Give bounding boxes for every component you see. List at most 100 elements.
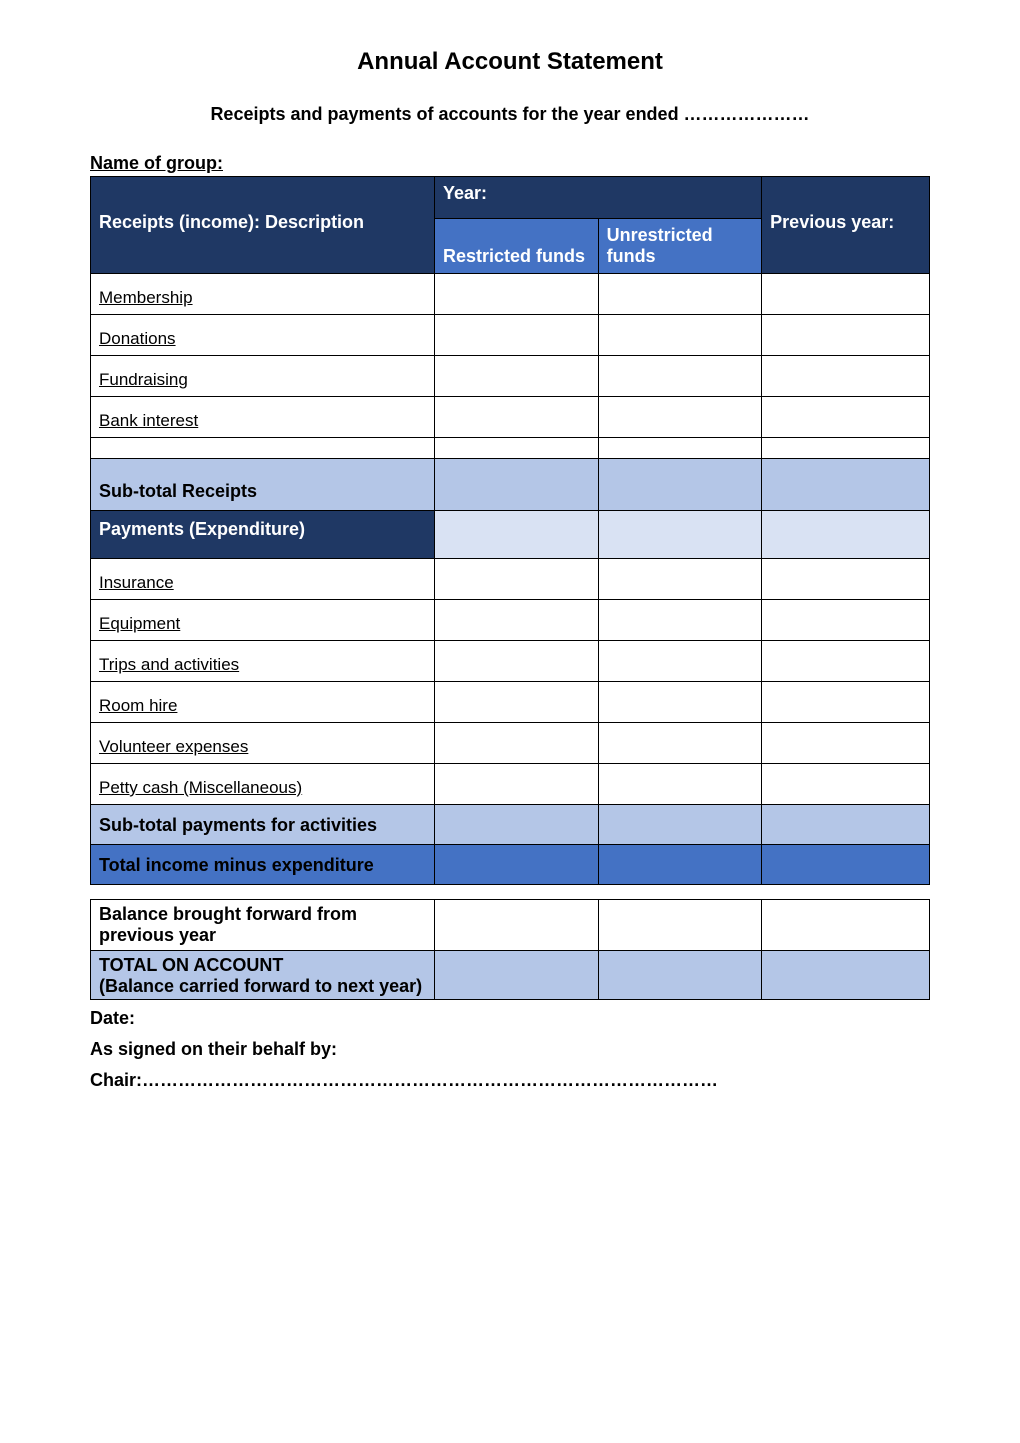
total-on-account-line2: (Balance carried forward to next year): [99, 976, 426, 997]
table-row: Donations: [91, 315, 930, 356]
table-gap: [90, 885, 930, 899]
payment-previous[interactable]: [762, 620, 929, 640]
table-row: [91, 438, 930, 459]
table-row: Trips and activities: [91, 641, 930, 682]
footer-date: Date:: [90, 1008, 930, 1029]
balance-brought-forward-row: Balance brought forward from previous ye…: [91, 900, 930, 951]
payment-restricted[interactable]: [435, 743, 598, 763]
table-row: Equipment: [91, 600, 930, 641]
col-previous-year: Previous year:: [762, 206, 929, 273]
total-on-account-previous: [762, 979, 929, 999]
table-header-row-1: Receipts (income): Description Year: Pre…: [91, 177, 930, 219]
balance-bf-previous[interactable]: [762, 930, 929, 950]
subtotal-receipts-label: Sub-total Receipts: [91, 459, 434, 510]
table-row: Petty cash (Miscellaneous): [91, 764, 930, 805]
payments-section-cell: [599, 511, 762, 558]
payments-section-row: Payments (Expenditure): [91, 511, 930, 559]
receipt-label: Fundraising: [91, 356, 434, 396]
payment-label: Trips and activities: [91, 641, 434, 681]
total-previous: [762, 864, 929, 884]
table-row: Membership: [91, 274, 930, 315]
receipt-previous[interactable]: [762, 376, 929, 396]
subtitle: Receipts and payments of accounts for th…: [90, 104, 930, 125]
subtotal-payments-row: Sub-total payments for activities: [91, 805, 930, 845]
total-on-account-restricted: [435, 979, 598, 999]
table-row: Insurance: [91, 559, 930, 600]
receipt-restricted[interactable]: [435, 417, 598, 437]
subtotal-receipts-previous: [762, 490, 929, 510]
balance-brought-forward-label: Balance brought forward from previous ye…: [91, 900, 434, 950]
payments-section-cell: [435, 511, 598, 558]
payments-section-cell: [762, 511, 929, 558]
payment-label: Room hire: [91, 682, 434, 722]
receipt-restricted[interactable]: [435, 376, 598, 396]
page: Annual Account Statement Receipts and pa…: [0, 0, 1020, 1443]
payment-unrestricted[interactable]: [599, 620, 762, 640]
payment-unrestricted[interactable]: [599, 702, 762, 722]
payment-label: Insurance: [91, 559, 434, 599]
total-restricted: [435, 864, 598, 884]
payment-label: Petty cash (Miscellaneous): [91, 764, 434, 804]
table-row: Fundraising: [91, 356, 930, 397]
payment-previous[interactable]: [762, 579, 929, 599]
receipt-unrestricted[interactable]: [599, 417, 762, 437]
group-label: Name of group:: [90, 153, 930, 174]
receipt-unrestricted[interactable]: [599, 294, 762, 314]
receipt-restricted[interactable]: [435, 438, 598, 458]
subtotal-payments-label: Sub-total payments for activities: [91, 805, 434, 844]
receipt-unrestricted[interactable]: [599, 376, 762, 396]
total-unrestricted: [599, 864, 762, 884]
payment-unrestricted[interactable]: [599, 743, 762, 763]
payment-restricted[interactable]: [435, 784, 598, 804]
receipt-label: Membership: [91, 274, 434, 314]
table-row: Room hire: [91, 682, 930, 723]
receipt-label: Bank interest: [91, 397, 434, 437]
total-on-account-line1: TOTAL ON ACCOUNT: [99, 955, 426, 976]
receipt-unrestricted[interactable]: [599, 335, 762, 355]
receipt-previous[interactable]: [762, 438, 929, 458]
payment-restricted[interactable]: [435, 579, 598, 599]
receipt-restricted[interactable]: [435, 294, 598, 314]
receipt-previous[interactable]: [762, 294, 929, 314]
payments-section-label: Payments (Expenditure): [91, 511, 434, 558]
payment-previous[interactable]: [762, 702, 929, 722]
total-on-account-row: TOTAL ON ACCOUNT (Balance carried forwar…: [91, 951, 930, 1000]
table-row: Bank interest: [91, 397, 930, 438]
subtotal-receipts-row: Sub-total Receipts: [91, 459, 930, 511]
payment-unrestricted[interactable]: [599, 661, 762, 681]
receipt-label: [91, 438, 434, 458]
subtotal-payments-restricted: [435, 824, 598, 844]
subtotal-payments-unrestricted: [599, 824, 762, 844]
payment-label: Volunteer expenses: [91, 723, 434, 763]
payment-restricted[interactable]: [435, 702, 598, 722]
col-receipts-desc: Receipts (income): Description: [91, 206, 434, 273]
payment-previous[interactable]: [762, 784, 929, 804]
payment-unrestricted[interactable]: [599, 784, 762, 804]
payment-previous[interactable]: [762, 661, 929, 681]
payment-previous[interactable]: [762, 743, 929, 763]
col-year: Year:: [435, 177, 761, 218]
receipt-previous[interactable]: [762, 417, 929, 437]
receipt-label: Donations: [91, 315, 434, 355]
subtotal-receipts-restricted: [435, 490, 598, 510]
receipt-restricted[interactable]: [435, 335, 598, 355]
payment-label: Equipment: [91, 600, 434, 640]
total-row: Total income minus expenditure: [91, 845, 930, 885]
payment-unrestricted[interactable]: [599, 579, 762, 599]
col-unrestricted: Unrestricted funds: [599, 219, 762, 273]
balance-bf-restricted[interactable]: [435, 930, 598, 950]
payment-restricted[interactable]: [435, 620, 598, 640]
footer: Date: As signed on their behalf by: Chai…: [90, 1008, 930, 1091]
receipt-unrestricted[interactable]: [599, 438, 762, 458]
subtotal-receipts-unrestricted: [599, 490, 762, 510]
payment-restricted[interactable]: [435, 661, 598, 681]
balance-table: Balance brought forward from previous ye…: [90, 899, 930, 1000]
footer-signed: As signed on their behalf by:: [90, 1039, 930, 1060]
total-on-account-unrestricted: [599, 979, 762, 999]
balance-bf-unrestricted[interactable]: [599, 930, 762, 950]
accounts-table: Receipts (income): Description Year: Pre…: [90, 176, 930, 885]
subtotal-payments-previous: [762, 824, 929, 844]
footer-chair: Chair:……………………………………………………………………………………: [90, 1070, 930, 1091]
table-row: Volunteer expenses: [91, 723, 930, 764]
receipt-previous[interactable]: [762, 335, 929, 355]
